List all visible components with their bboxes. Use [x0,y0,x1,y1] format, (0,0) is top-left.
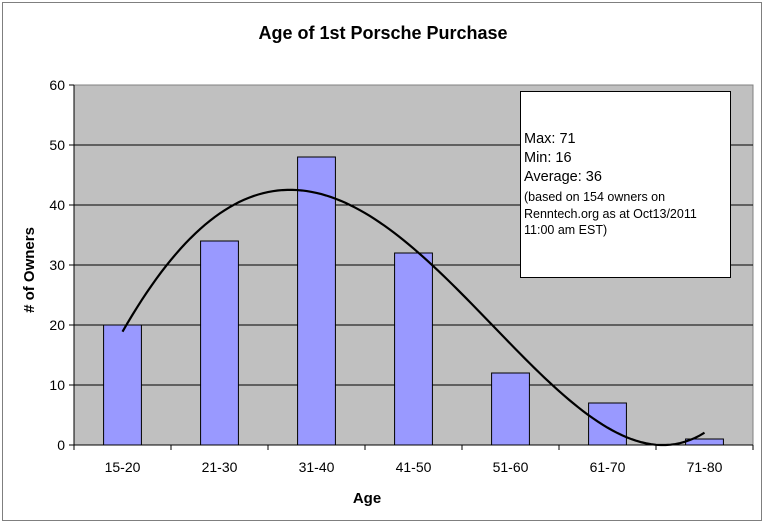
max-age-label: Max: 71 [524,131,576,147]
trendline [121,188,706,447]
x-tick-label: 51-60 [493,459,529,475]
bar-21-30 [200,240,239,446]
y-tick-labels: 0 10 20 30 40 50 60 [49,77,65,453]
x-tick-label: 61-70 [590,459,626,475]
y-tick-label: 20 [49,317,65,333]
bar-31-40 [297,156,336,446]
bar-51-60 [491,372,530,446]
x-tick-label: 15-20 [105,459,141,475]
y-tick-label: 0 [57,437,65,453]
x-axis-title: Age [353,490,381,507]
bars [103,156,724,446]
bar-41-50 [394,252,433,446]
x-tick-label: 31-40 [299,459,335,475]
average-age-label: Average: 36 [524,169,602,185]
y-axis-title: # of Owners [21,227,38,313]
source-note: (based on 154 owners on Renntech.org as … [524,190,697,237]
bar-61-70 [588,402,627,446]
y-tick-label: 50 [49,137,65,153]
x-tick-label: 21-30 [202,459,238,475]
x-tick-label: 71-80 [687,459,723,475]
chart-title: Age of 1st Porsche Purchase [258,23,507,43]
stats-annotation-box: Max: 71 Min: 16 Average: 36 (based on 15… [520,91,731,278]
y-tick-label: 30 [49,257,65,273]
y-tick-label: 10 [49,377,65,393]
bar-15-20 [103,324,142,446]
x-tick-labels: 15-20 21-30 31-40 41-50 51-60 61-70 71-80 [105,459,723,475]
axes [69,84,754,450]
x-tick-label: 41-50 [396,459,432,475]
min-age-label: Min: 16 [524,150,572,166]
y-tick-label: 40 [49,197,65,213]
y-tick-label: 60 [49,77,65,93]
